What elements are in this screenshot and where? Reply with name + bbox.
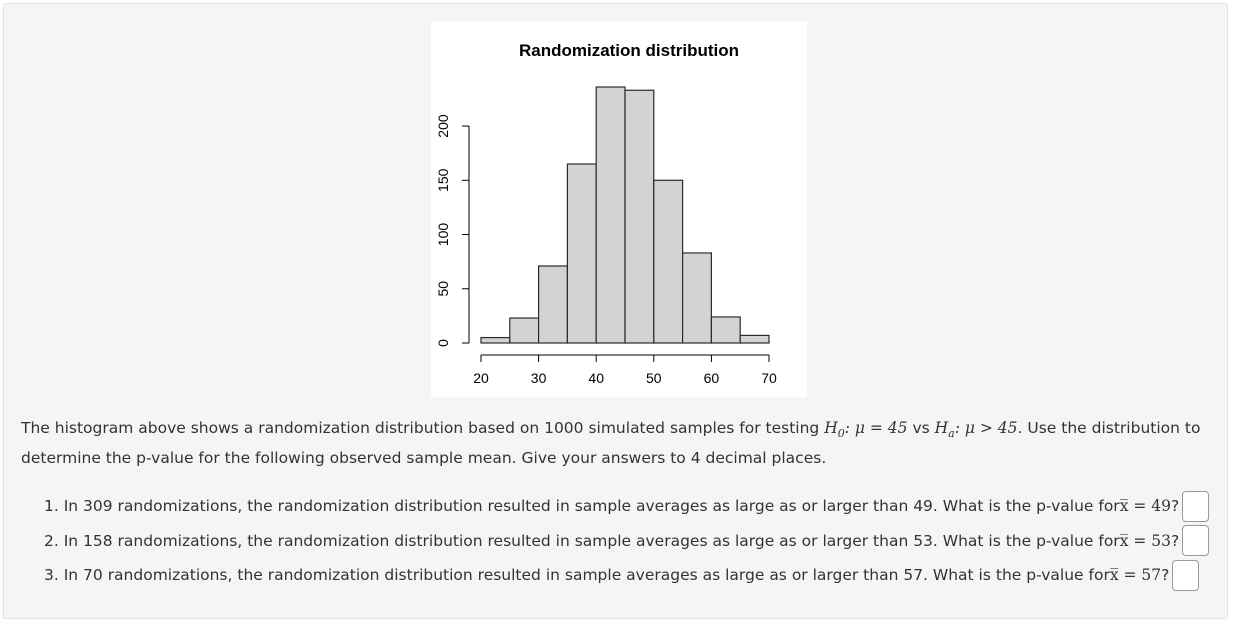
prompt-outro: . Use the distribution to determine the … — [21, 419, 1201, 468]
histogram-bar — [480, 336, 511, 344]
histogram-bar — [595, 86, 626, 344]
x-tick-label: 50 — [646, 370, 662, 386]
question-prompt: The histogram above shows a randomizatio… — [21, 416, 1201, 471]
question-math: x̅ = 53 — [1119, 531, 1171, 550]
prompt-intro: The histogram above shows a randomizatio… — [21, 419, 825, 437]
histogram-bar — [682, 252, 713, 344]
question-math: x̅ = 49 — [1119, 497, 1171, 516]
histogram-svg: Randomization distribution 20 30 40 50 60 70 … — [435, 41, 777, 386]
question-text: 3. In 70 randomizations, the randomizati… — [44, 566, 1110, 585]
question-text: 2. In 158 randomizations, the randomizat… — [44, 531, 1120, 550]
histogram-chart: Randomization distribution 20 30 40 50 60 70 … — [431, 21, 807, 397]
histogram-bar — [739, 334, 770, 344]
y-axis: 0 50 100 150 200 — [435, 114, 470, 347]
question-card: Randomization distribution 20 30 40 50 60 70 … — [3, 3, 1228, 619]
y-tick-label: 150 — [435, 168, 451, 192]
y-tick-label: 0 — [435, 339, 451, 347]
question-item: 2. In 158 randomizations, the randomizat… — [44, 524, 1210, 559]
answer-input-1[interactable] — [1182, 490, 1210, 522]
x-tick-label: 40 — [588, 370, 604, 386]
null-hypothesis: H0: μ = 45 — [824, 419, 908, 441]
histogram-bar — [624, 89, 655, 344]
answer-input-2[interactable] — [1182, 525, 1210, 557]
question-text: 1. In 309 randomizations, the randomizat… — [44, 497, 1120, 516]
histogram-bar — [653, 179, 684, 344]
answer-input-3[interactable] — [1172, 559, 1200, 591]
question-math: x̅ = 57 — [1109, 566, 1162, 585]
prompt-vs: vs — [907, 419, 935, 437]
question-item: 1. In 309 randomizations, the randomizat… — [44, 489, 1210, 524]
y-tick-label: 100 — [435, 223, 451, 247]
histogram-bar — [710, 316, 741, 344]
histogram-bars — [480, 86, 770, 344]
x-tick-label: 30 — [531, 370, 547, 386]
question-list: 1. In 309 randomizations, the randomizat… — [44, 489, 1210, 593]
chart-title: Randomization distribution — [519, 41, 739, 60]
question-item: 3. In 70 randomizations, the randomizati… — [44, 558, 1209, 593]
x-tick-label: 70 — [761, 370, 777, 386]
histogram-bar — [509, 317, 540, 344]
histogram-bar — [537, 265, 568, 344]
x-tick-label: 60 — [704, 370, 720, 386]
y-tick-label: 50 — [435, 281, 451, 297]
x-tick-label: 20 — [473, 370, 489, 386]
alternative-hypothesis: Ha: μ > 45 — [934, 419, 1018, 441]
y-tick-label: 200 — [435, 114, 451, 138]
histogram-bar — [566, 163, 597, 344]
x-axis: 20 30 40 50 60 70 — [473, 354, 777, 386]
